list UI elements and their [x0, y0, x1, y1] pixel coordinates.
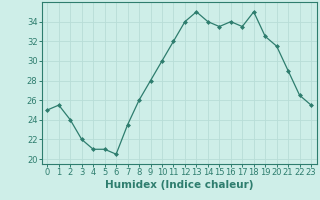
X-axis label: Humidex (Indice chaleur): Humidex (Indice chaleur): [105, 180, 253, 190]
